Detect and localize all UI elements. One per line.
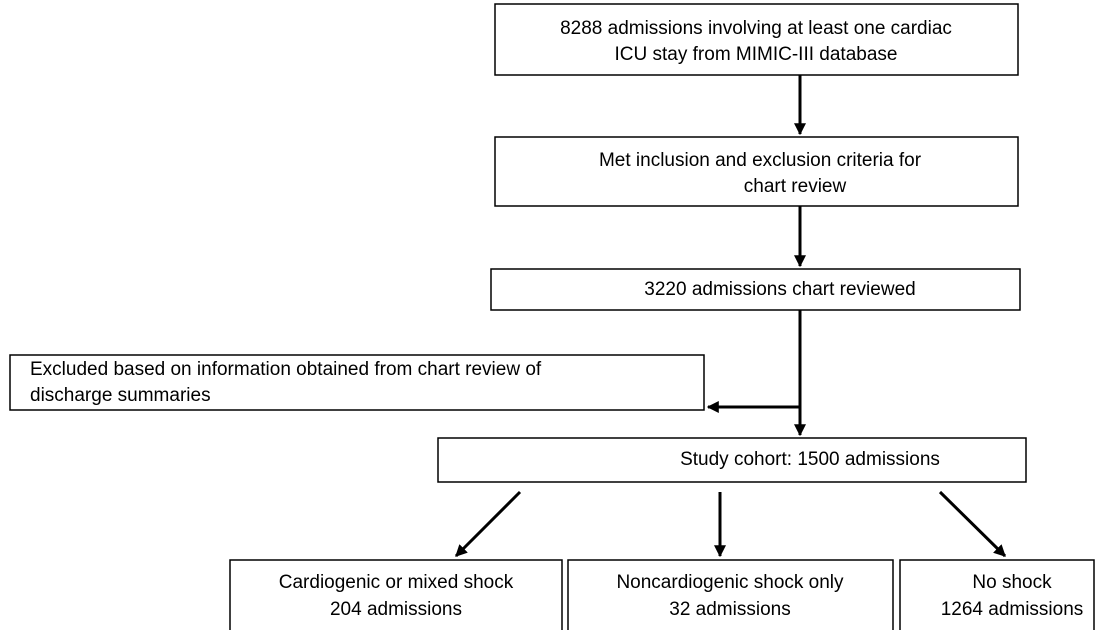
box — [567, 559, 894, 630]
arrow — [454, 490, 522, 558]
box-text: Cardiogenic or mixed shock — [279, 572, 514, 593]
box-text: discharge summaries — [30, 385, 211, 406]
box — [494, 3, 1019, 76]
box — [229, 559, 563, 630]
box-text: No shock — [972, 572, 1052, 593]
box — [437, 437, 1027, 483]
box-text: 204 admissions — [330, 599, 462, 620]
arrow — [938, 490, 1007, 558]
box-text: Noncardiogenic shock only — [616, 572, 844, 593]
box-text: Study cohort: 1500 admissions — [680, 449, 940, 470]
box-text: 1264 admissions — [941, 599, 1084, 620]
box-text: Excluded based on information obtained f… — [30, 359, 542, 380]
box-text: 3220 admissions chart reviewed — [644, 279, 915, 300]
box — [490, 268, 1021, 311]
box — [494, 136, 1019, 207]
box-text: ICU stay from MIMIC-III database — [615, 44, 898, 65]
box-text: chart review — [744, 176, 847, 197]
box — [899, 559, 1095, 630]
box — [9, 354, 705, 411]
box-text: 32 admissions — [669, 599, 790, 620]
box-text: Met inclusion and exclusion criteria for — [599, 150, 922, 171]
box-text: 8288 admissions involving at least one c… — [560, 18, 952, 39]
